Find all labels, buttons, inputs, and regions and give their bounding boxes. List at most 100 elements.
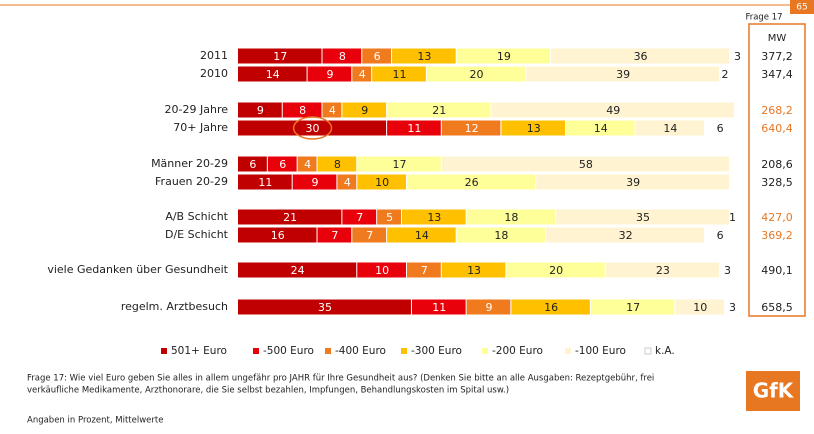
segment-label: 14 bbox=[266, 68, 280, 81]
bar-segment bbox=[730, 209, 734, 225]
bar-segment bbox=[506, 262, 605, 278]
legend-label: 501+ Euro bbox=[171, 345, 227, 357]
segment-label: 6 bbox=[249, 158, 256, 171]
segment-label: 6 bbox=[374, 50, 381, 63]
bar-segment bbox=[322, 48, 362, 64]
legend-swatch bbox=[161, 348, 167, 354]
segment-label: 6 bbox=[717, 122, 724, 135]
category-label: 70+ Jahre bbox=[173, 121, 228, 134]
category-label: viele Gedanken über Gesundheit bbox=[47, 263, 228, 276]
legend-label: -400 Euro bbox=[335, 345, 386, 357]
segment-label: 10 bbox=[693, 301, 707, 314]
segment-label: 36 bbox=[634, 50, 648, 63]
mw-value: 268,2 bbox=[761, 104, 793, 117]
footer-question: verkäufliche Medikamente, Arzthonorare, … bbox=[27, 386, 509, 396]
segment-label: 13 bbox=[417, 50, 431, 63]
segment-label: 11 bbox=[432, 301, 446, 314]
category-label: Männer 20-29 bbox=[151, 157, 228, 170]
bar-segment bbox=[441, 262, 506, 278]
category-label: regelm. Arztbesuch bbox=[121, 300, 228, 313]
legend-swatch bbox=[253, 348, 259, 354]
segment-label: 35 bbox=[318, 301, 332, 314]
segment-label: 4 bbox=[304, 158, 311, 171]
bar-segment bbox=[387, 227, 456, 243]
segment-label: 4 bbox=[344, 176, 351, 189]
segment-label: 6 bbox=[717, 229, 724, 242]
segment-label: 3 bbox=[729, 301, 736, 314]
bar-segment bbox=[357, 156, 441, 172]
segment-label: 12 bbox=[465, 122, 479, 135]
page-number: 65 bbox=[796, 3, 807, 13]
logo bbox=[746, 371, 800, 411]
segment-label: 7 bbox=[366, 229, 373, 242]
bar-segment bbox=[511, 299, 590, 315]
category-label: 20-29 Jahre bbox=[165, 103, 229, 116]
mw-value: 328,5 bbox=[761, 176, 793, 189]
segment-label: 16 bbox=[271, 229, 285, 242]
segment-label: 18 bbox=[504, 211, 518, 224]
mw-value: 347,4 bbox=[761, 68, 793, 81]
bar-segment bbox=[387, 102, 491, 118]
segment-label: 11 bbox=[407, 122, 421, 135]
bar-segment bbox=[352, 66, 372, 82]
segment-label: 5 bbox=[386, 211, 393, 224]
segment-label: 17 bbox=[273, 50, 287, 63]
legend-swatch bbox=[401, 348, 407, 354]
category-label: Frauen 20-29 bbox=[155, 175, 228, 188]
bar-segment bbox=[536, 174, 730, 190]
bar-segment bbox=[411, 299, 466, 315]
segment-label: 6 bbox=[279, 158, 286, 171]
bar-segment bbox=[352, 227, 387, 243]
segment-label: 7 bbox=[421, 264, 428, 277]
mw-value: 377,2 bbox=[761, 50, 793, 63]
bar-segment bbox=[238, 120, 387, 136]
bar-segment bbox=[551, 48, 730, 64]
bar-segment bbox=[675, 299, 725, 315]
bar-segment bbox=[456, 227, 546, 243]
segment-label: 10 bbox=[375, 176, 389, 189]
bar-segment bbox=[297, 156, 317, 172]
bar-segment bbox=[526, 66, 720, 82]
mw-value: 490,1 bbox=[761, 264, 793, 277]
legend-label: -200 Euro bbox=[492, 345, 543, 357]
segment-label: 16 bbox=[544, 301, 558, 314]
legend-swatch bbox=[482, 348, 488, 354]
category-label: 2011 bbox=[200, 49, 228, 62]
bar-segment bbox=[238, 227, 317, 243]
segment-label: 39 bbox=[626, 176, 640, 189]
bar-segment bbox=[317, 227, 352, 243]
bar-segment bbox=[238, 156, 267, 172]
segment-label: 49 bbox=[606, 104, 620, 117]
legend-label: -100 Euro bbox=[575, 345, 626, 357]
category-label: A/B Schicht bbox=[165, 210, 228, 223]
bar-segment bbox=[635, 120, 705, 136]
legend-swatch bbox=[644, 347, 652, 355]
bar-segment bbox=[720, 66, 730, 82]
bar-segment bbox=[238, 102, 282, 118]
mw-value: 658,5 bbox=[761, 301, 793, 314]
segment-label: 9 bbox=[312, 176, 319, 189]
bar-segment bbox=[322, 102, 342, 118]
bar-segment bbox=[402, 209, 466, 225]
segment-label: 13 bbox=[527, 122, 541, 135]
segment-label: 26 bbox=[465, 176, 479, 189]
segment-label: 18 bbox=[494, 229, 508, 242]
segment-label: 4 bbox=[329, 104, 336, 117]
bar-segment bbox=[466, 299, 511, 315]
bar-segment bbox=[387, 120, 441, 136]
bar-segment bbox=[730, 48, 744, 64]
segment-label: 8 bbox=[299, 104, 306, 117]
mw-header: MW bbox=[768, 33, 787, 44]
bar-segment bbox=[556, 209, 730, 225]
legend-swatch bbox=[325, 348, 331, 354]
segment-label: 3 bbox=[724, 264, 731, 277]
segment-label: 14 bbox=[415, 229, 429, 242]
legend-label: k.A. bbox=[655, 345, 675, 357]
bar-segment bbox=[605, 262, 720, 278]
bar-segment bbox=[441, 120, 501, 136]
segment-label: 9 bbox=[257, 104, 264, 117]
bar-segment bbox=[546, 227, 705, 243]
segment-label: 8 bbox=[334, 158, 341, 171]
bar-segment bbox=[238, 209, 342, 225]
bar-segment bbox=[725, 299, 739, 315]
